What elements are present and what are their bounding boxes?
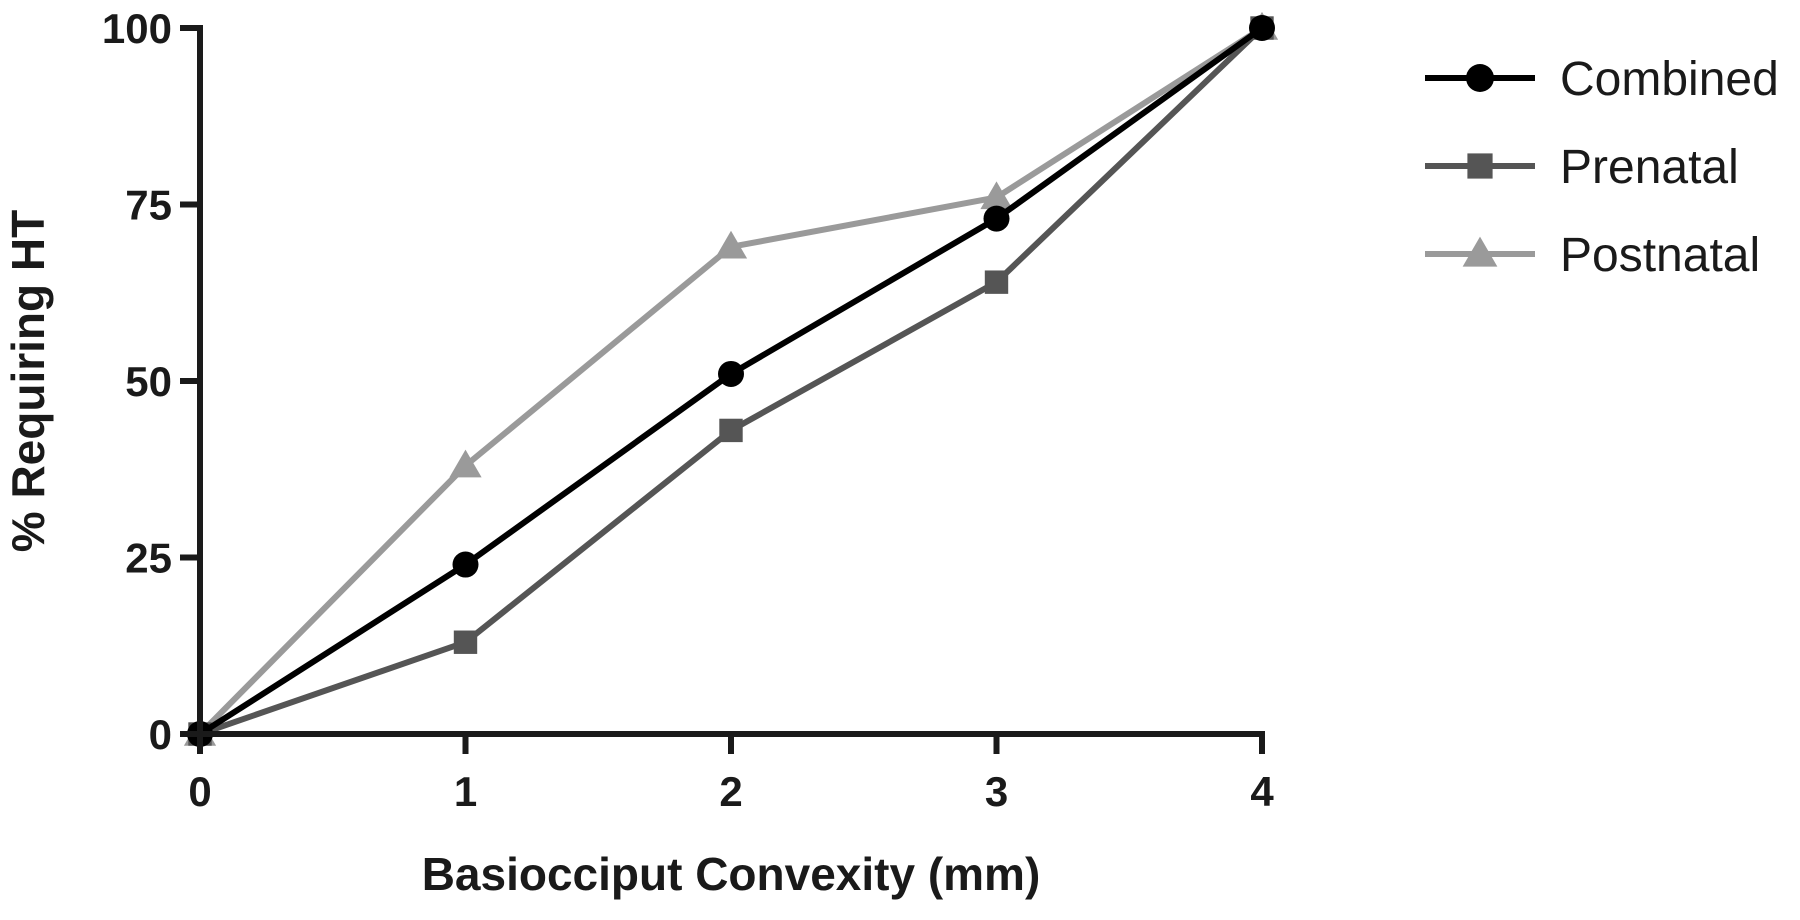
- postnatal-point: [449, 449, 482, 478]
- legend-label: Combined: [1560, 53, 1779, 106]
- x-tick-label: 3: [985, 768, 1008, 815]
- legend-label: Prenatal: [1560, 141, 1739, 194]
- y-tick-label: 75: [125, 182, 172, 229]
- combined-point: [1249, 15, 1275, 41]
- x-tick-label: 2: [719, 768, 742, 815]
- legend-item-postnatal: Postnatal: [1425, 229, 1760, 282]
- y-tick-label: 0: [149, 711, 172, 758]
- legend-circle-icon: [1466, 64, 1494, 92]
- y-axis-title: % Requiring HT: [2, 210, 54, 552]
- y-ticks: 0 25 50 75 100: [102, 5, 200, 758]
- legend-label: Postnatal: [1560, 229, 1760, 282]
- combined-point: [718, 360, 744, 387]
- prenatal-point: [984, 270, 1009, 294]
- axes: 0 25 50 75 100 0 1 2 3 4: [102, 5, 1274, 815]
- legend-item-prenatal: Prenatal: [1425, 141, 1739, 194]
- prenatal-point: [719, 418, 743, 443]
- combined-point: [983, 205, 1010, 232]
- prenatal-point: [453, 630, 478, 654]
- x-tick-label: 4: [1250, 768, 1274, 815]
- series-group: [183, 11, 1279, 747]
- postnatal-point: [980, 181, 1013, 210]
- legend: Combined Prenatal Postnatal: [1425, 53, 1779, 282]
- x-ticks: 0 1 2 3 4: [188, 734, 1274, 815]
- legend-item-combined: Combined: [1425, 53, 1779, 106]
- combined-point: [452, 551, 479, 578]
- x-axis-title: Basiocciput Convexity (mm): [422, 848, 1041, 900]
- y-tick-label: 100: [102, 5, 172, 52]
- legend-triangle-icon: [1462, 236, 1498, 267]
- x-tick-label: 0: [188, 768, 211, 815]
- y-tick-label: 50: [125, 358, 172, 405]
- x-tick-label: 1: [454, 768, 477, 815]
- postnatal-point: [714, 230, 748, 259]
- legend-square-icon: [1467, 153, 1493, 179]
- y-tick-label: 25: [125, 535, 172, 582]
